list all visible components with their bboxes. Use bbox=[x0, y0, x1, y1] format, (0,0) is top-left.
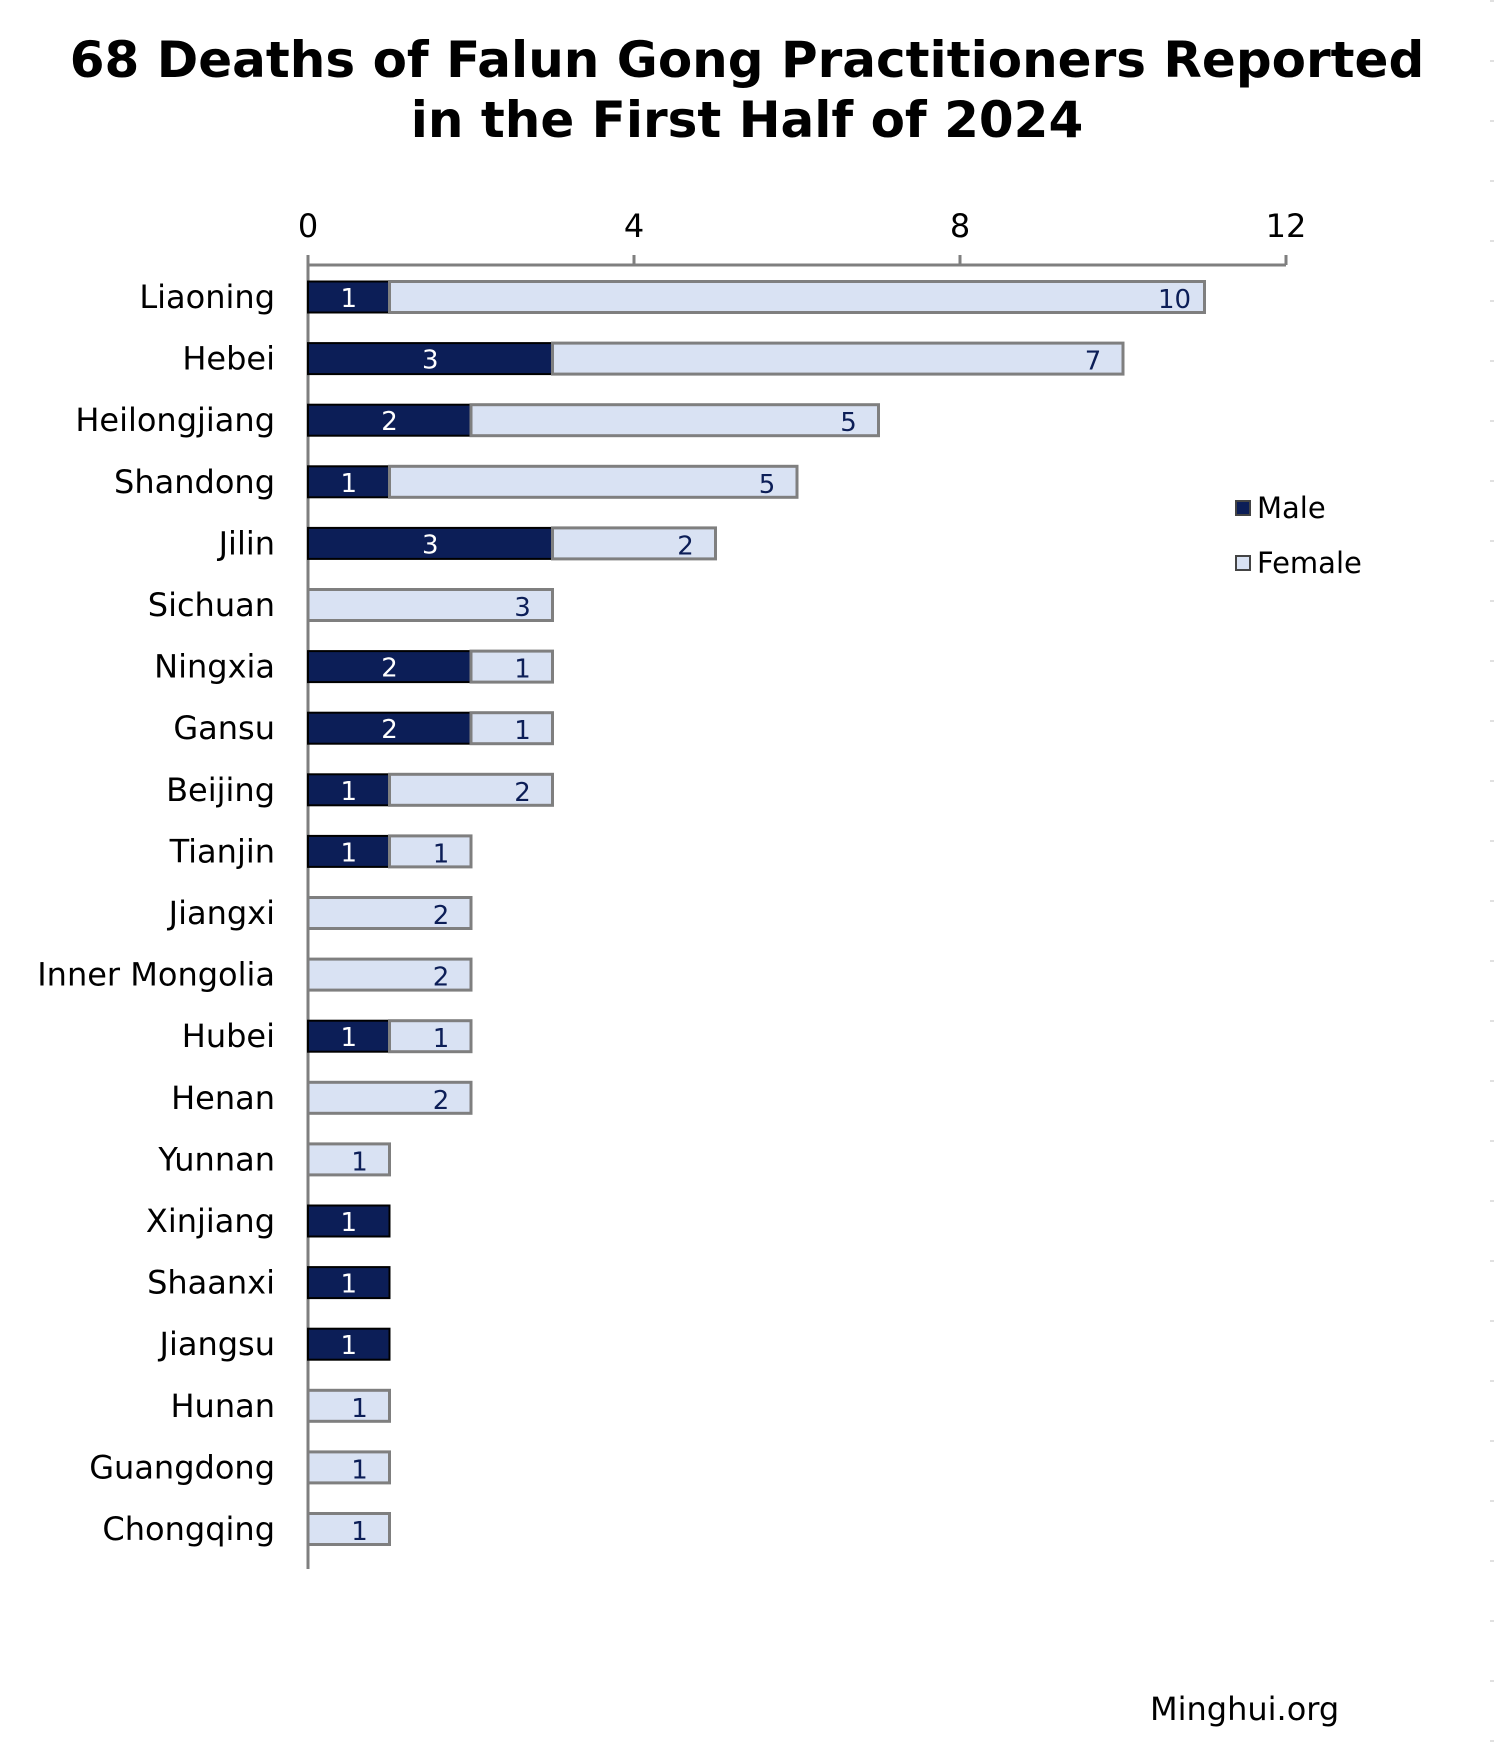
bar-female-gansu bbox=[469, 711, 554, 746]
x-tick-label-8: 8 bbox=[950, 207, 970, 245]
bar-female-beijing bbox=[388, 772, 554, 807]
data-label-female-shandong: 5 bbox=[759, 470, 776, 500]
data-label-female-yunnan: 1 bbox=[351, 1147, 368, 1177]
bar-male-jiangsu bbox=[307, 1327, 391, 1361]
data-label-female-beijing: 2 bbox=[514, 778, 531, 808]
bar-female-heilongjiang bbox=[469, 403, 880, 438]
category-label-guangdong: Guangdong bbox=[89, 1448, 275, 1486]
legend-item-male: Male bbox=[1235, 491, 1362, 525]
bar-male-shandong bbox=[307, 465, 391, 499]
category-label-heilongjiang: Heilongjiang bbox=[75, 401, 275, 439]
bar-male-beijing bbox=[307, 773, 391, 807]
data-label-female-liaoning: 10 bbox=[1158, 285, 1191, 315]
bar-female-jiangxi bbox=[306, 896, 473, 930]
category-label-hunan: Hunan bbox=[170, 1387, 275, 1425]
legend-label-female: Female bbox=[1257, 546, 1362, 580]
legend-item-female: Female bbox=[1235, 546, 1362, 580]
category-label-henan: Henan bbox=[171, 1079, 275, 1117]
bar-female-hunan bbox=[306, 1388, 391, 1423]
category-label-yunnan: Yunnan bbox=[157, 1140, 275, 1178]
data-label-female-chongqing: 1 bbox=[351, 1517, 368, 1547]
bar-female-chongqing bbox=[306, 1512, 391, 1546]
category-label-chongqing: Chongqing bbox=[102, 1510, 275, 1548]
category-label-hebei: Hebei bbox=[182, 340, 275, 378]
data-label-male-xinjiang: 1 bbox=[340, 1208, 357, 1238]
x-tick-label-0: 0 bbox=[298, 207, 318, 245]
data-label-male-jiangsu: 1 bbox=[340, 1331, 357, 1361]
bar-female-liaoning bbox=[388, 280, 1206, 314]
category-label-inner-mongolia: Inner Mongolia bbox=[37, 956, 275, 994]
data-label-female-tianjin: 1 bbox=[433, 839, 450, 869]
data-label-male-beijing: 1 bbox=[340, 777, 357, 807]
data-label-female-jiangxi: 2 bbox=[433, 901, 450, 931]
bar-female-inner-mongolia bbox=[306, 957, 473, 992]
chart-title: 68 Deaths of Falun Gong Practitioners Re… bbox=[0, 30, 1494, 150]
data-label-male-shaanxi: 1 bbox=[340, 1270, 357, 1300]
bar-male-shaanxi bbox=[307, 1266, 391, 1300]
data-label-female-guangdong: 1 bbox=[351, 1455, 368, 1485]
category-label-jiangsu: Jiangsu bbox=[158, 1325, 275, 1363]
data-label-female-inner-mongolia: 2 bbox=[433, 963, 450, 993]
x-tick-label-12: 12 bbox=[1266, 207, 1307, 245]
data-label-male-gansu: 2 bbox=[381, 715, 398, 745]
bar-male-gansu bbox=[307, 711, 472, 745]
bar-female-guangdong bbox=[306, 1450, 391, 1485]
bar-female-hebei bbox=[551, 341, 1125, 376]
category-label-beijing: Beijing bbox=[166, 771, 275, 809]
category-label-xinjiang: Xinjiang bbox=[146, 1202, 275, 1240]
category-label-hubei: Hubei bbox=[182, 1017, 275, 1055]
data-label-female-hunan: 1 bbox=[351, 1394, 368, 1424]
category-label-shandong: Shandong bbox=[114, 463, 275, 501]
data-label-male-jilin: 3 bbox=[422, 530, 439, 560]
category-label-jiangxi: Jiangxi bbox=[167, 894, 275, 932]
data-label-female-jilin: 2 bbox=[677, 531, 694, 561]
bar-female-tianjin bbox=[388, 834, 473, 869]
data-label-male-ningxia: 2 bbox=[381, 654, 398, 684]
bar-female-henan bbox=[306, 1080, 473, 1115]
source-credit: Minghui.org bbox=[1150, 1690, 1340, 1728]
data-label-female-hubei: 1 bbox=[433, 1024, 450, 1054]
data-label-female-hebei: 7 bbox=[1085, 347, 1102, 377]
bar-female-ningxia bbox=[469, 649, 554, 684]
category-label-shaanxi: Shaanxi bbox=[147, 1264, 275, 1302]
legend-swatch-female bbox=[1235, 555, 1251, 571]
bar-female-jilin bbox=[551, 526, 717, 561]
category-label-tianjin: Tianjin bbox=[169, 832, 275, 870]
data-label-female-henan: 2 bbox=[433, 1086, 450, 1116]
data-label-male-shandong: 1 bbox=[340, 469, 357, 499]
data-label-male-hubei: 1 bbox=[340, 1023, 357, 1053]
data-label-female-heilongjiang: 5 bbox=[840, 408, 857, 438]
category-label-gansu: Gansu bbox=[173, 709, 275, 747]
bar-male-liaoning bbox=[307, 280, 391, 314]
legend-swatch-male bbox=[1235, 500, 1251, 516]
category-label-ningxia: Ningxia bbox=[154, 648, 275, 686]
bar-male-hebei bbox=[307, 342, 554, 376]
bar-female-sichuan bbox=[306, 588, 554, 622]
chart-title-line-1: 68 Deaths of Falun Gong Practitioners Re… bbox=[69, 31, 1425, 89]
category-label-liaoning: Liaoning bbox=[139, 278, 275, 316]
category-label-sichuan: Sichuan bbox=[148, 586, 275, 624]
frame-edge bbox=[1490, 0, 1494, 1754]
data-label-male-heilongjiang: 2 bbox=[381, 407, 398, 437]
category-label-jilin: Jilin bbox=[217, 524, 275, 562]
bar-male-heilongjiang bbox=[307, 403, 472, 437]
chart-title-line-2: in the First Half of 2024 bbox=[410, 91, 1084, 149]
legend-label-male: Male bbox=[1257, 491, 1326, 525]
x-tick-label-4: 4 bbox=[624, 207, 644, 245]
data-label-female-sichuan: 3 bbox=[514, 593, 531, 623]
data-label-male-liaoning: 1 bbox=[340, 284, 357, 314]
data-label-male-tianjin: 1 bbox=[340, 838, 357, 868]
data-label-female-ningxia: 1 bbox=[514, 655, 531, 685]
bar-female-shandong bbox=[388, 464, 799, 499]
data-label-female-gansu: 1 bbox=[514, 716, 531, 746]
data-label-male-hebei: 3 bbox=[422, 346, 439, 376]
legend: Male Female bbox=[1235, 491, 1362, 602]
bar-female-hubei bbox=[388, 1019, 473, 1054]
bar-male-jilin bbox=[307, 526, 554, 560]
bar-male-hubei bbox=[307, 1019, 391, 1053]
bar-female-yunnan bbox=[306, 1142, 391, 1177]
bar-male-xinjiang bbox=[307, 1204, 391, 1238]
